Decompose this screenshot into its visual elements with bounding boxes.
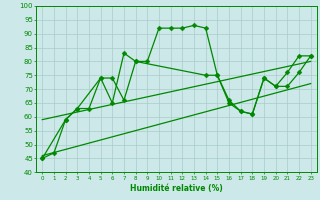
X-axis label: Humidité relative (%): Humidité relative (%) — [130, 184, 223, 193]
